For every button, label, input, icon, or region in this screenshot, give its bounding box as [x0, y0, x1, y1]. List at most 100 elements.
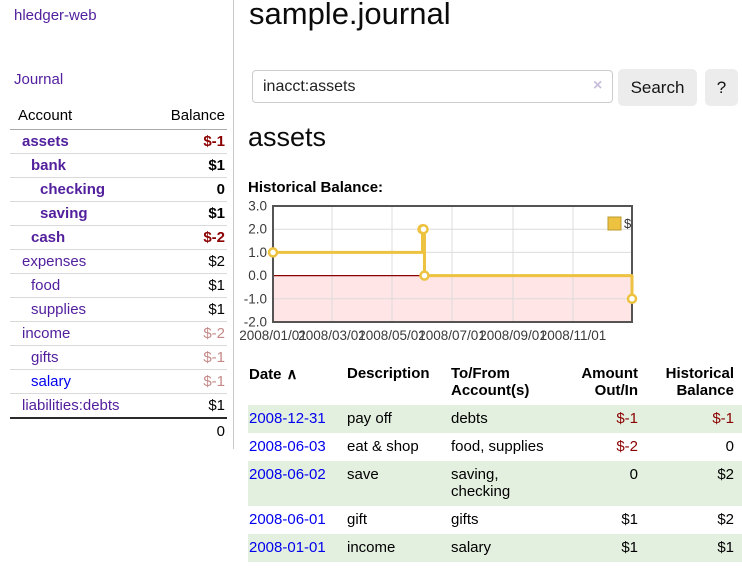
transaction-description: save	[347, 466, 379, 483]
transaction-accounts: food, supplies	[451, 438, 544, 455]
account-link[interactable]: food	[31, 277, 61, 294]
svg-text:2008/09/01: 2008/09/01	[479, 328, 547, 343]
account-row: assets $-1	[10, 129, 227, 154]
account-heading: assets	[248, 122, 327, 152]
account-row: income $-2	[10, 321, 227, 346]
transaction-date-link[interactable]: 2008-06-03	[249, 438, 326, 455]
transaction-row: 2008-12-31 pay off debts $-1 $-1	[248, 405, 742, 433]
transaction-amount: $1	[621, 511, 638, 528]
account-link[interactable]: expenses	[22, 253, 87, 270]
transaction-date-link[interactable]: 2008-06-02	[249, 466, 326, 483]
transaction-description: gift	[347, 511, 368, 528]
sidebar: hledger-web Journal Account Balance asse…	[0, 0, 234, 449]
account-balance: $-1	[147, 345, 227, 370]
transaction-amount: $-1	[616, 410, 638, 427]
transaction-accounts: debts	[451, 410, 488, 427]
account-link[interactable]: bank	[31, 157, 67, 174]
account-link[interactable]: liabilities:debts	[22, 397, 120, 414]
svg-text:2008/05/01: 2008/05/01	[358, 328, 426, 343]
register-col-balance: Historical Balance	[665, 365, 734, 399]
sort-ascending-icon: ∧	[286, 366, 298, 383]
transaction-amount: $1	[621, 539, 638, 556]
svg-text:$: $	[624, 216, 632, 231]
register-col-date[interactable]: Date ∧	[249, 366, 298, 383]
account-link[interactable]: salary	[31, 373, 72, 390]
search-button[interactable]: Search	[618, 69, 697, 106]
account-row: liabilities:debts $1	[10, 393, 227, 419]
transaction-amount: 0	[629, 466, 638, 483]
register-body: 2008-12-31 pay off debts $-1 $-1 2008-06…	[248, 405, 742, 562]
account-row: expenses $2	[10, 249, 227, 274]
transaction-accounts: saving, checking	[451, 466, 511, 500]
account-link[interactable]: saving	[40, 205, 88, 222]
account-balance: 0	[147, 177, 227, 202]
sidebar-item-journal[interactable]: Journal	[14, 71, 64, 88]
account-row: checking 0	[10, 177, 227, 202]
register-col-accounts: To/From Account(s)	[451, 365, 530, 399]
account-balance: $1	[147, 297, 227, 322]
accounts-body: assets $-1 bank $1 checking 0 saving $1 …	[10, 129, 227, 419]
svg-text:2.0: 2.0	[248, 222, 267, 237]
account-link[interactable]: supplies	[31, 301, 87, 318]
account-row: cash $-2	[10, 225, 227, 250]
account-link[interactable]: income	[22, 325, 71, 342]
account-row: gifts $-1	[10, 345, 227, 370]
account-balance: $2	[147, 249, 227, 274]
historical-balance-chart: $ -2.0 -1.0 0.0 1.0 2.0 3.0 2008/01/012008/03/0…	[240, 199, 638, 343]
svg-text:2008/01/01: 2008/01/01	[240, 328, 307, 343]
register-col-description: Description	[347, 365, 430, 382]
account-balance: $1	[147, 393, 227, 419]
transaction-description: pay off	[347, 410, 392, 427]
transaction-date-link[interactable]: 2008-01-01	[249, 539, 326, 556]
account-balance: $-2	[147, 321, 227, 346]
account-row: bank $1	[10, 153, 227, 178]
account-balance: $-1	[147, 369, 227, 394]
svg-text:-1.0: -1.0	[244, 291, 267, 306]
account-balance: $1	[147, 273, 227, 298]
svg-text:-2.0: -2.0	[244, 315, 267, 330]
accounts-table: Account Balance assets $-1 bank $1 check…	[10, 101, 227, 443]
account-balance: $1	[147, 153, 227, 178]
transaction-amount: $-2	[616, 438, 638, 455]
transaction-balance: $-1	[712, 410, 734, 427]
account-balance: $1	[147, 201, 227, 226]
register-header-row: Date ∧ Description To/From Account(s) Amo…	[248, 361, 742, 405]
account-link[interactable]: cash	[31, 229, 66, 246]
account-row: saving $1	[10, 201, 227, 226]
transaction-date-link[interactable]: 2008-12-31	[249, 410, 326, 427]
svg-text:0.0: 0.0	[248, 268, 267, 283]
app-title-link[interactable]: hledger-web	[14, 7, 97, 24]
transaction-row: 2008-01-01 income salary $1 $1	[248, 534, 742, 562]
transaction-balance: $2	[717, 511, 734, 528]
page-title: sample.journal	[249, 0, 451, 31]
account-link[interactable]: checking	[40, 181, 106, 198]
accounts-col-balance: Balance	[147, 101, 227, 130]
transaction-row: 2008-06-02 save saving, checking 0 $2	[248, 461, 742, 506]
transaction-description: eat & shop	[347, 438, 419, 455]
transaction-description: income	[347, 539, 396, 556]
help-button[interactable]: ?	[705, 69, 738, 106]
account-row: supplies $1	[10, 297, 227, 322]
accounts-col-account: Account	[10, 101, 148, 130]
transaction-accounts: salary	[451, 539, 492, 556]
accounts-total-row: 0	[10, 417, 227, 443]
transaction-balance: 0	[725, 438, 734, 455]
account-balance: $-1	[147, 129, 227, 154]
transaction-date-link[interactable]: 2008-06-01	[249, 511, 326, 528]
clear-search-icon[interactable]: ×	[593, 77, 603, 94]
accounts-total-value: 0	[147, 417, 227, 443]
account-link[interactable]: gifts	[31, 349, 59, 366]
search-input[interactable]	[252, 70, 613, 103]
register-table: Date ∧ Description To/From Account(s) Amo…	[248, 361, 742, 562]
transaction-balance: $1	[717, 539, 734, 556]
account-row: food $1	[10, 273, 227, 298]
transaction-row: 2008-06-01 gift gifts $1 $2	[248, 506, 742, 534]
account-row: salary $-1	[10, 369, 227, 394]
accounts-header-row: Account Balance	[10, 101, 227, 130]
chart-heading: Historical Balance:	[248, 179, 384, 196]
transaction-accounts: gifts	[451, 511, 479, 528]
transaction-balance: $2	[717, 466, 734, 483]
register-col-amount: Amount Out/In	[581, 365, 638, 399]
svg-text:2008/03/01: 2008/03/01	[298, 328, 366, 343]
account-link[interactable]: assets	[22, 133, 69, 150]
